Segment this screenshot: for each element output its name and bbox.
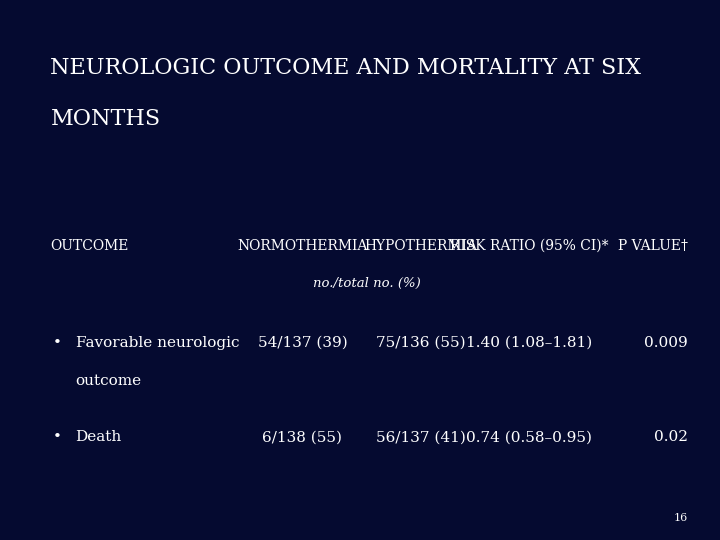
Text: 75/136 (55): 75/136 (55) (377, 336, 466, 350)
Text: 0.02: 0.02 (654, 430, 688, 444)
Text: NORMOTHERMIA: NORMOTHERMIA (237, 239, 368, 253)
Text: •: • (53, 336, 62, 350)
Text: 0.009: 0.009 (644, 336, 688, 350)
Text: Death: Death (76, 430, 122, 444)
Text: no./total no. (%): no./total no. (%) (313, 277, 421, 290)
Text: 0.74 (0.58–0.95): 0.74 (0.58–0.95) (467, 430, 593, 444)
Text: 1.40 (1.08–1.81): 1.40 (1.08–1.81) (466, 336, 593, 350)
Text: NEUROLOGIC OUTCOME AND MORTALITY AT SIX: NEUROLOGIC OUTCOME AND MORTALITY AT SIX (50, 57, 642, 79)
Text: MONTHS: MONTHS (50, 108, 161, 130)
Text: 16: 16 (673, 514, 688, 523)
Text: •: • (53, 430, 62, 444)
Text: OUTCOME: OUTCOME (50, 239, 129, 253)
Text: Favorable neurologic: Favorable neurologic (76, 336, 239, 350)
Text: RISK RATIO (95% CI)*: RISK RATIO (95% CI)* (450, 239, 608, 253)
Text: P VALUE†: P VALUE† (618, 239, 688, 253)
Text: HYPOTHERMIA: HYPOTHERMIA (365, 239, 477, 253)
Text: 6/138 (55): 6/138 (55) (262, 430, 343, 444)
Text: 54/137 (39): 54/137 (39) (258, 336, 347, 350)
Text: outcome: outcome (76, 374, 142, 388)
Text: 56/137 (41): 56/137 (41) (377, 430, 466, 444)
